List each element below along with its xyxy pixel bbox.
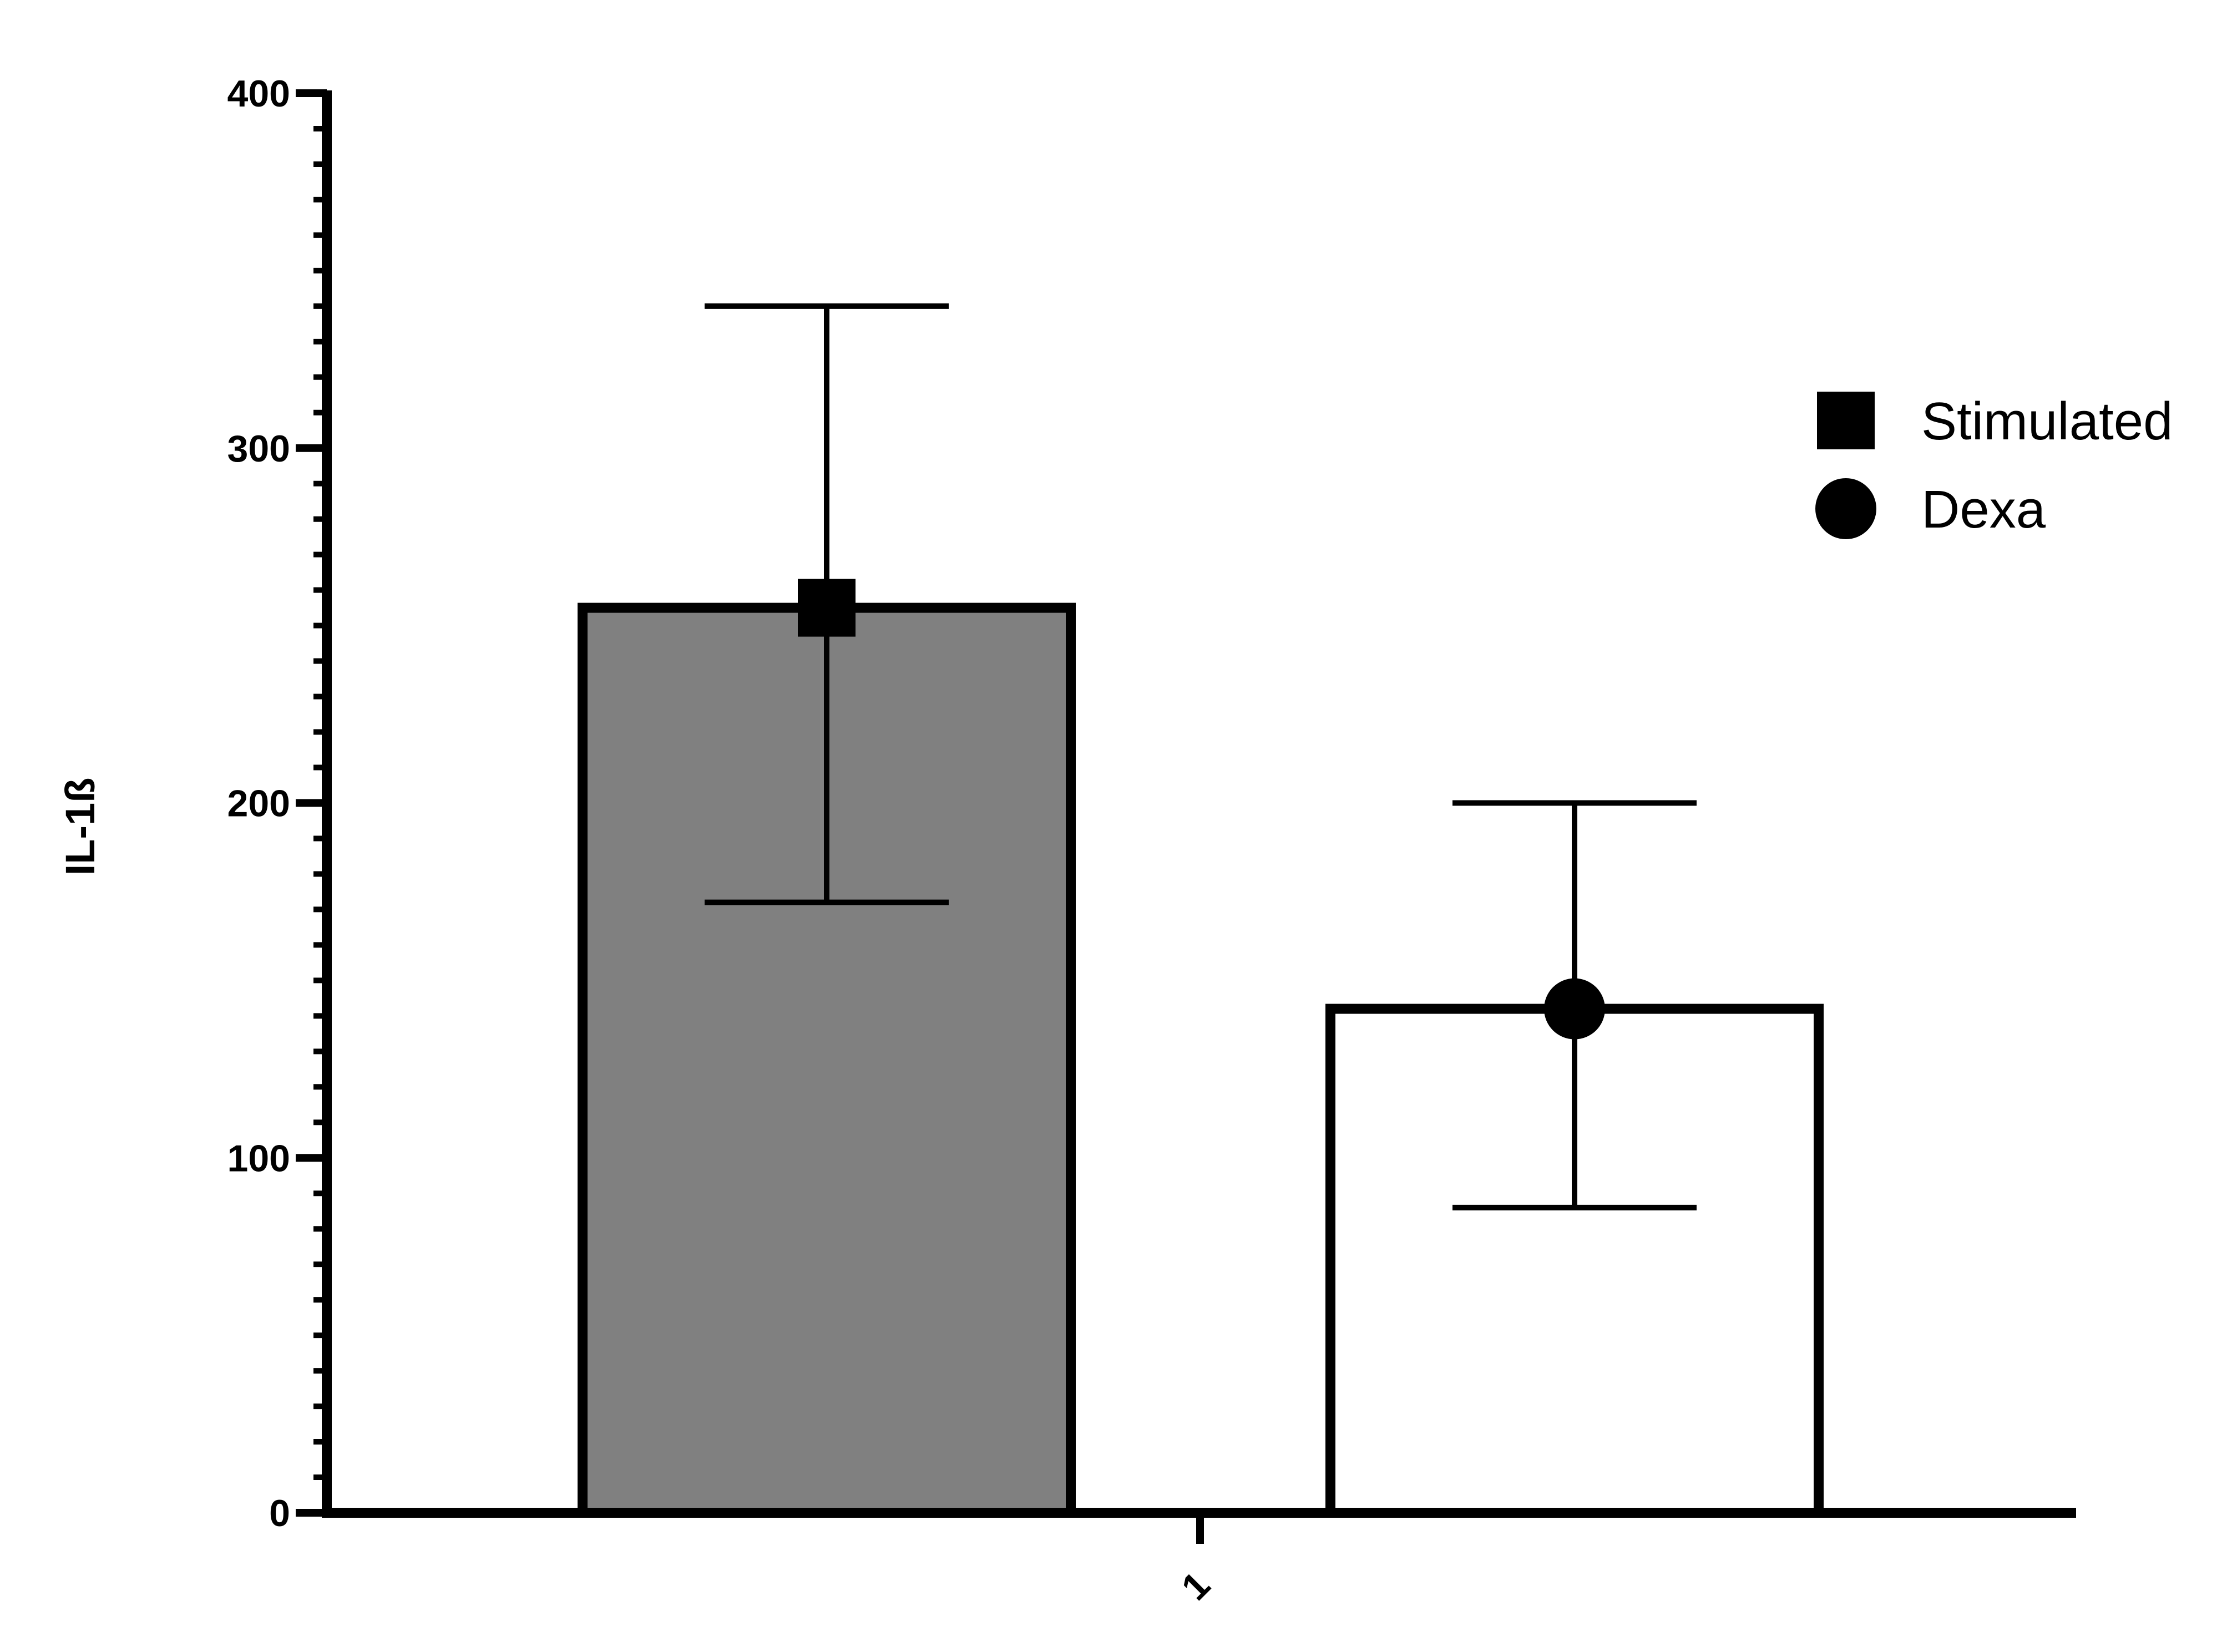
marker-circle-dexa bbox=[1544, 978, 1605, 1040]
legend-marker-circle bbox=[1815, 478, 1876, 539]
marker-square-stimulated bbox=[798, 579, 856, 637]
y-tick-label: 400 bbox=[227, 73, 290, 115]
y-tick-label: 300 bbox=[227, 428, 290, 470]
legend-marker-square bbox=[1817, 392, 1875, 449]
y-tick-label: 0 bbox=[269, 1492, 290, 1534]
error-bars bbox=[705, 303, 1697, 1210]
y-tick-label: 200 bbox=[227, 783, 290, 825]
x-tick-label: 1 bbox=[1173, 1564, 1218, 1608]
bars bbox=[578, 602, 1824, 1518]
legend-label-stimulated: Stimulated bbox=[1921, 392, 2173, 451]
y-tick-label: 100 bbox=[227, 1137, 290, 1179]
y-axis-title: IL-1ß bbox=[57, 778, 103, 876]
legend-label-dexa: Dexa bbox=[1921, 480, 2046, 539]
data-markers bbox=[798, 579, 1605, 1040]
legend: Stimulated Dexa bbox=[1815, 392, 2173, 539]
